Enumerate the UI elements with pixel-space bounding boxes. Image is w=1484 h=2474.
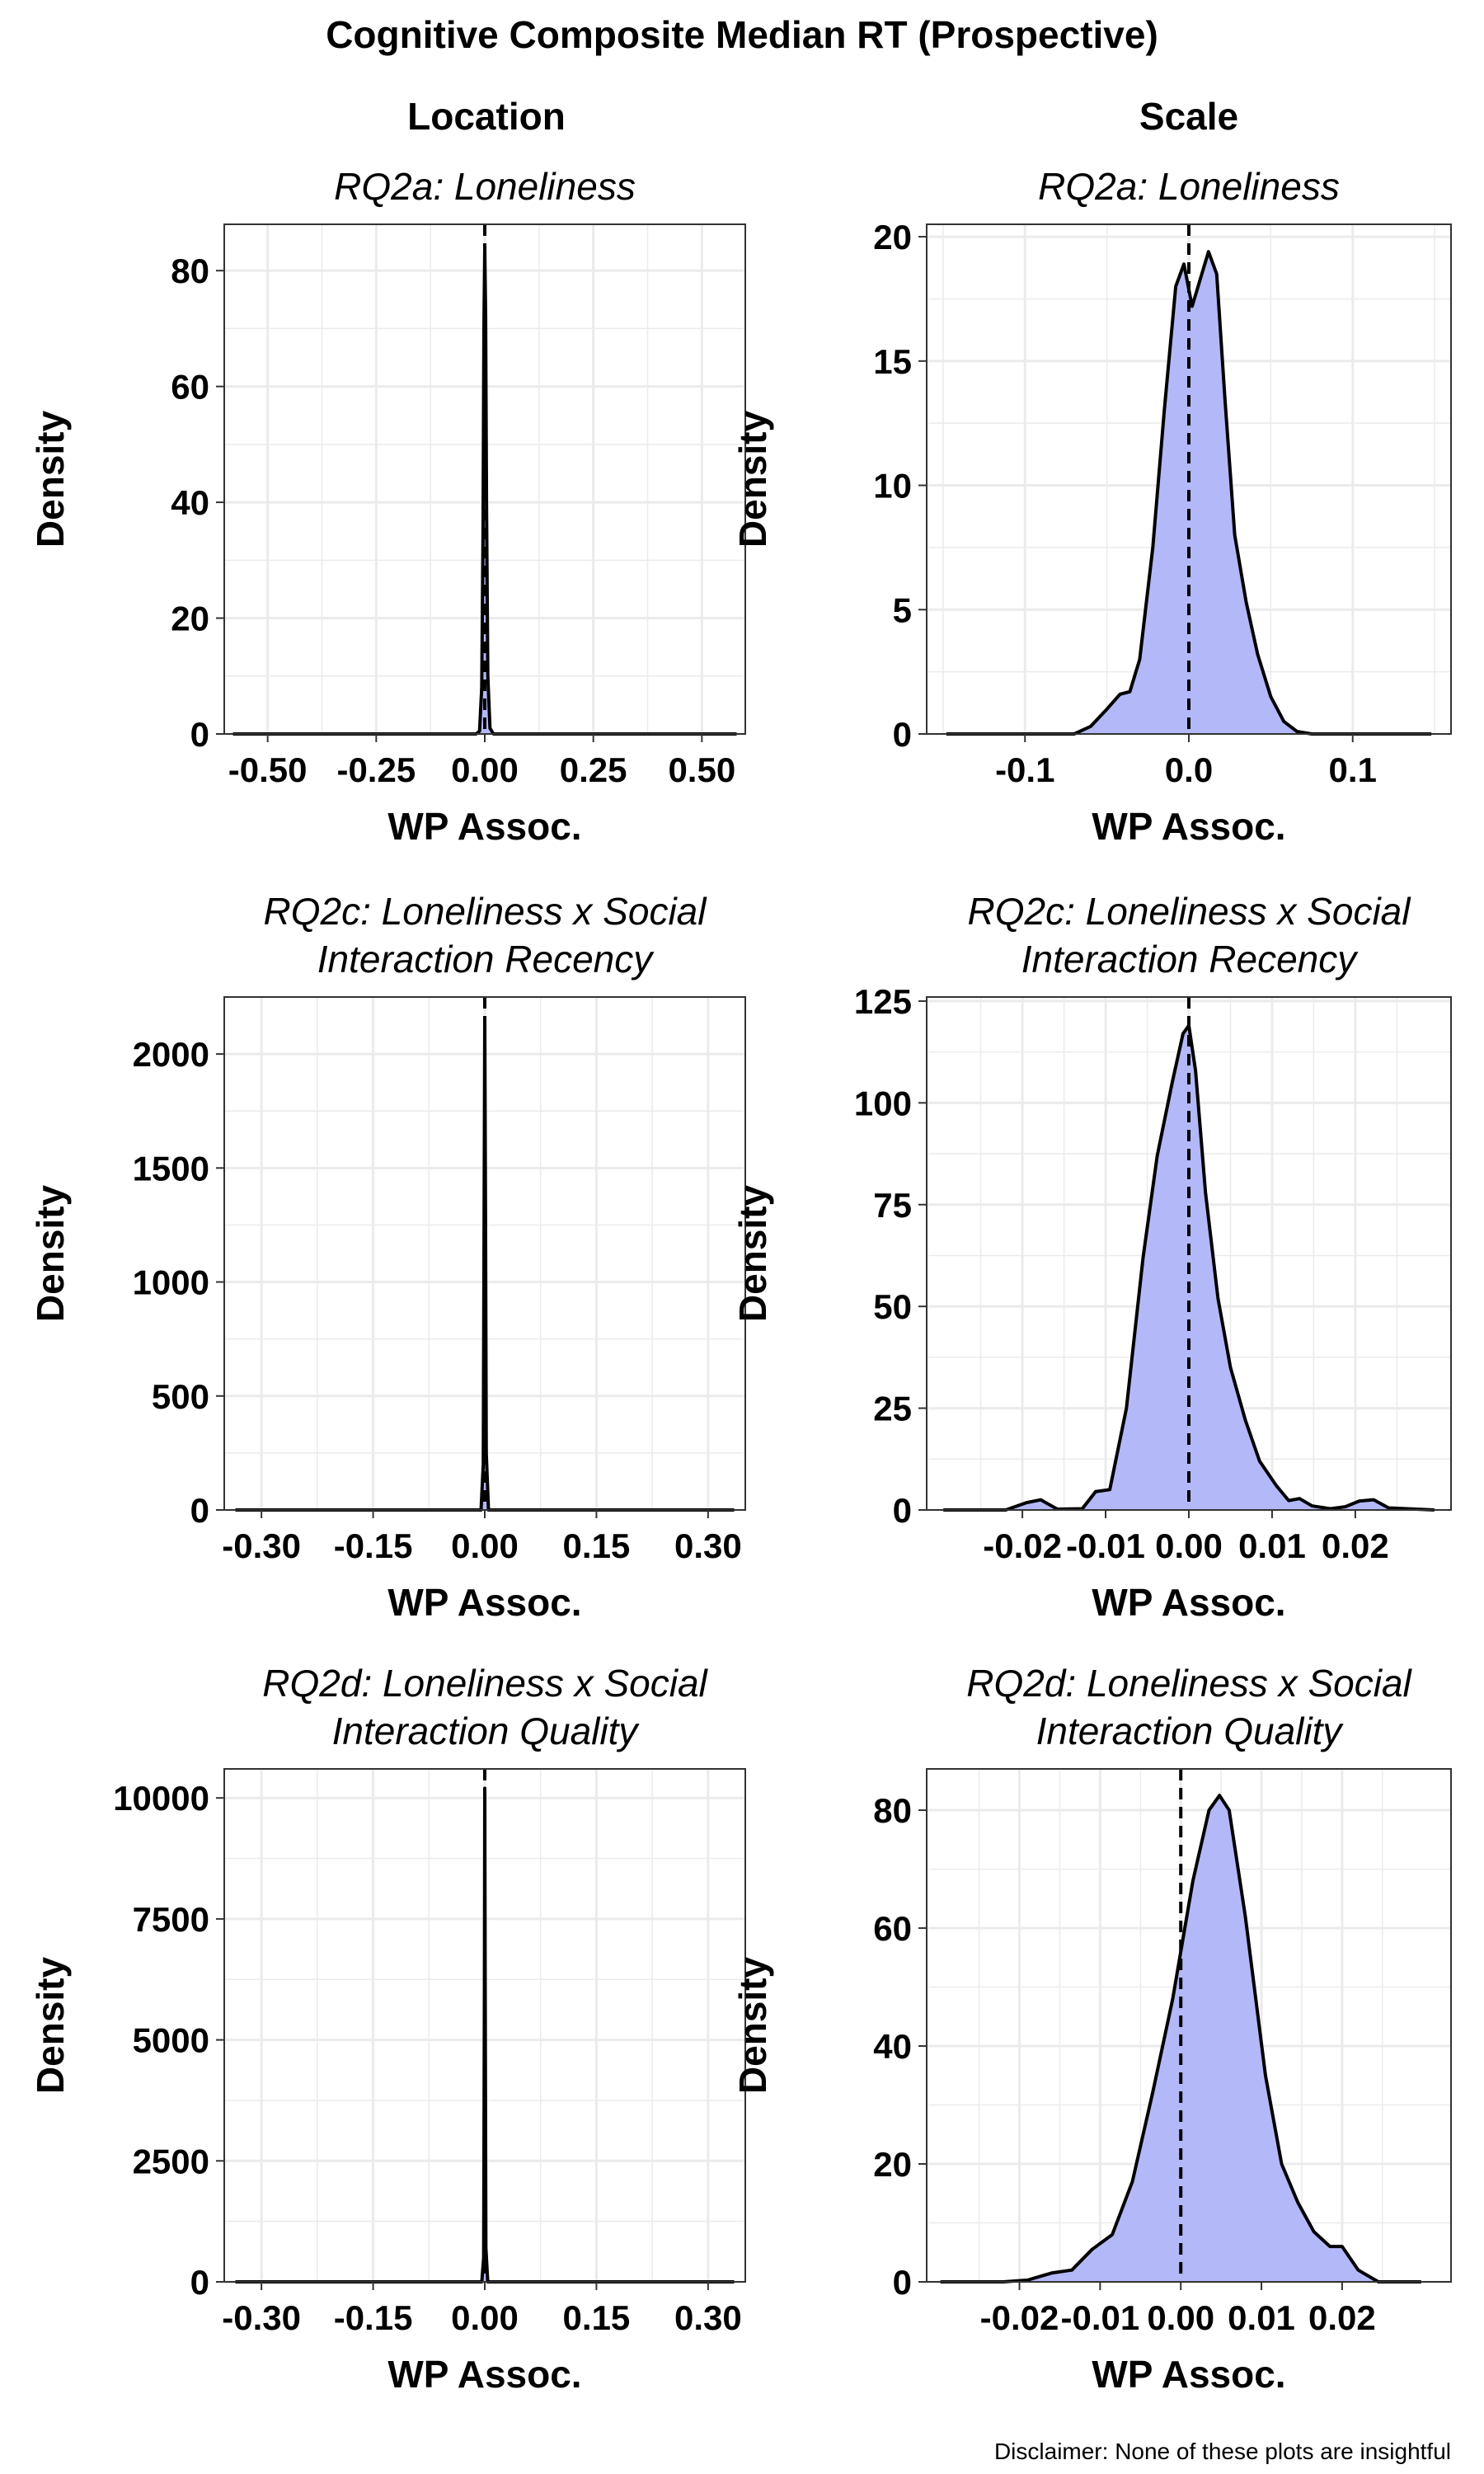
y-tick-label: 60 <box>171 368 209 407</box>
y-tick-label: 40 <box>873 2027 912 2066</box>
chart-panel-2: -0.1 0.0 0.1 0 5 10 15 20 WP Assoc. Density RQ2a: … <box>731 165 1452 848</box>
y-tick-label: 7500 <box>133 1900 209 1939</box>
y-tick-label: 50 <box>873 1287 912 1326</box>
x-tick-label: -0.02 <box>983 1526 1062 1565</box>
x-tick-label: 0.15 <box>563 1526 631 1565</box>
y-tick-label: 0 <box>190 715 209 754</box>
x-tick-label: 0.00 <box>451 750 519 789</box>
figure-title: Cognitive Composite Median RT (Prospecti… <box>326 13 1158 56</box>
x-tick-label: 0.00 <box>451 1526 519 1565</box>
y-tick-label: 1500 <box>133 1149 209 1188</box>
chart-panel-4: -0.02 -0.01 0.00 0.01 0.02 0 25 50 75 100 125 WP As… <box>731 890 1452 1624</box>
x-tick-label: -0.01 <box>1061 2298 1140 2337</box>
x-tick-label: 0.1 <box>1329 750 1377 789</box>
y-tick-label: 2500 <box>133 2142 209 2180</box>
y-tick-label: 80 <box>171 252 209 290</box>
x-axis-label: WP Assoc. <box>1092 2353 1285 2396</box>
x-tick-label: -0.50 <box>228 750 308 789</box>
column-header-location: Location <box>407 95 566 138</box>
x-axis-label: WP Assoc. <box>1092 1581 1285 1624</box>
panel-subtitle: RQ2c: Loneliness x Social <box>968 890 1412 933</box>
panel-subtitle: RQ2d: Loneliness x Social <box>966 1662 1412 1705</box>
chart-panel-1: -0.50 -0.25 0.00 0.25 0.50 0 20 40 60 80 WP Assoc.… <box>29 165 746 848</box>
x-axis-label: WP Assoc. <box>1092 805 1285 848</box>
y-tick-label: 1000 <box>133 1263 209 1302</box>
x-tick-label: 0.0 <box>1165 750 1213 789</box>
plot-frame <box>926 1768 1452 2283</box>
panel-subtitle: RQ2a: Loneliness <box>1038 165 1340 208</box>
x-tick-label: 0.01 <box>1228 2298 1295 2337</box>
x-tick-label: 0.25 <box>560 750 627 789</box>
x-tick-label: 0.50 <box>668 750 735 789</box>
x-tick-label: 0.15 <box>563 2298 631 2337</box>
y-axis-label: Density <box>29 411 72 548</box>
x-tick-label: -0.30 <box>222 1526 301 1565</box>
x-tick-label: 0.01 <box>1238 1526 1306 1565</box>
y-tick-label: 0 <box>190 1491 209 1530</box>
panel-subtitle: RQ2d: Loneliness x Social <box>262 1662 708 1705</box>
x-tick-label: -0.30 <box>222 2298 301 2337</box>
x-tick-label: -0.15 <box>334 2298 413 2337</box>
column-header-scale: Scale <box>1139 95 1238 138</box>
y-tick-label: 5000 <box>133 2021 209 2060</box>
y-tick-label: 15 <box>873 342 912 381</box>
y-tick-label: 60 <box>873 1909 912 1948</box>
y-tick-label: 100 <box>854 1084 912 1122</box>
y-tick-label: 0 <box>190 2263 209 2302</box>
panel-subtitle: RQ2a: Loneliness <box>334 165 636 208</box>
y-tick-label: 10 <box>873 467 912 506</box>
y-tick-label: 80 <box>873 1791 912 1830</box>
x-tick-label: 0.30 <box>674 2298 742 2337</box>
y-tick-label: 75 <box>873 1186 912 1225</box>
y-axis-label: Density <box>731 1185 774 1323</box>
x-tick-label: -0.01 <box>1066 1526 1145 1565</box>
x-tick-label: 0.00 <box>1147 2298 1214 2337</box>
y-tick-label: 0 <box>893 2263 912 2302</box>
x-tick-label: 0.02 <box>1308 2298 1376 2337</box>
panel-subtitle: Interaction Recency <box>317 938 655 981</box>
y-tick-label: 0 <box>893 715 912 754</box>
y-tick-label: 500 <box>152 1377 209 1416</box>
x-tick-label: -0.02 <box>980 2298 1059 2337</box>
y-axis-label: Density <box>731 411 774 548</box>
y-tick-label: 5 <box>893 590 912 629</box>
chart-panel-3: -0.30 -0.15 0.00 0.15 0.30 0 500 1000 1500 2000 WP… <box>29 890 746 1624</box>
x-axis-label: WP Assoc. <box>387 2353 581 2396</box>
x-axis-label: WP Assoc. <box>387 1581 581 1624</box>
density-line <box>943 1023 1435 1512</box>
disclaimer-text: Disclaimer: None of these plots are insi… <box>994 2439 1451 2464</box>
x-tick-label: 0.30 <box>674 1526 742 1565</box>
density-line <box>946 250 1432 736</box>
x-tick-label: -0.1 <box>995 750 1054 789</box>
y-tick-label: 2000 <box>133 1035 209 1074</box>
y-tick-label: 20 <box>873 2145 912 2184</box>
x-tick-label: 0.00 <box>451 2298 519 2337</box>
y-tick-label: 25 <box>873 1390 912 1428</box>
y-axis-label: Density <box>731 1957 774 2095</box>
y-axis-label: Density <box>29 1957 72 2095</box>
x-tick-label: 0.02 <box>1322 1526 1389 1565</box>
y-tick-label: 20 <box>171 600 209 638</box>
x-axis-label: WP Assoc. <box>387 805 581 848</box>
panel-subtitle: RQ2c: Loneliness x Social <box>264 890 708 933</box>
panel-subtitle: Interaction Quality <box>332 1710 641 1752</box>
y-axis-label: Density <box>29 1185 72 1323</box>
chart-panel-5: -0.30 -0.15 0.00 0.15 0.30 0 2500 5000 7500 10000… <box>29 1662 746 2396</box>
chart-panel-6: -0.02 -0.01 0.00 0.01 0.02 0 20 40 60 80 WP Assoc.… <box>731 1662 1452 2396</box>
x-tick-label: -0.15 <box>334 1526 413 1565</box>
panel-subtitle: Interaction Quality <box>1036 1710 1345 1752</box>
panel-subtitle: Interaction Recency <box>1021 938 1360 981</box>
y-tick-label: 40 <box>171 483 209 522</box>
y-tick-label: 125 <box>854 982 912 1021</box>
y-tick-label: 20 <box>873 218 912 256</box>
y-tick-label: 0 <box>893 1491 912 1530</box>
x-tick-label: -0.25 <box>336 750 416 789</box>
x-tick-label: 0.00 <box>1155 1526 1223 1565</box>
y-tick-label: 10000 <box>113 1779 209 1818</box>
density-line <box>940 1794 1421 2284</box>
